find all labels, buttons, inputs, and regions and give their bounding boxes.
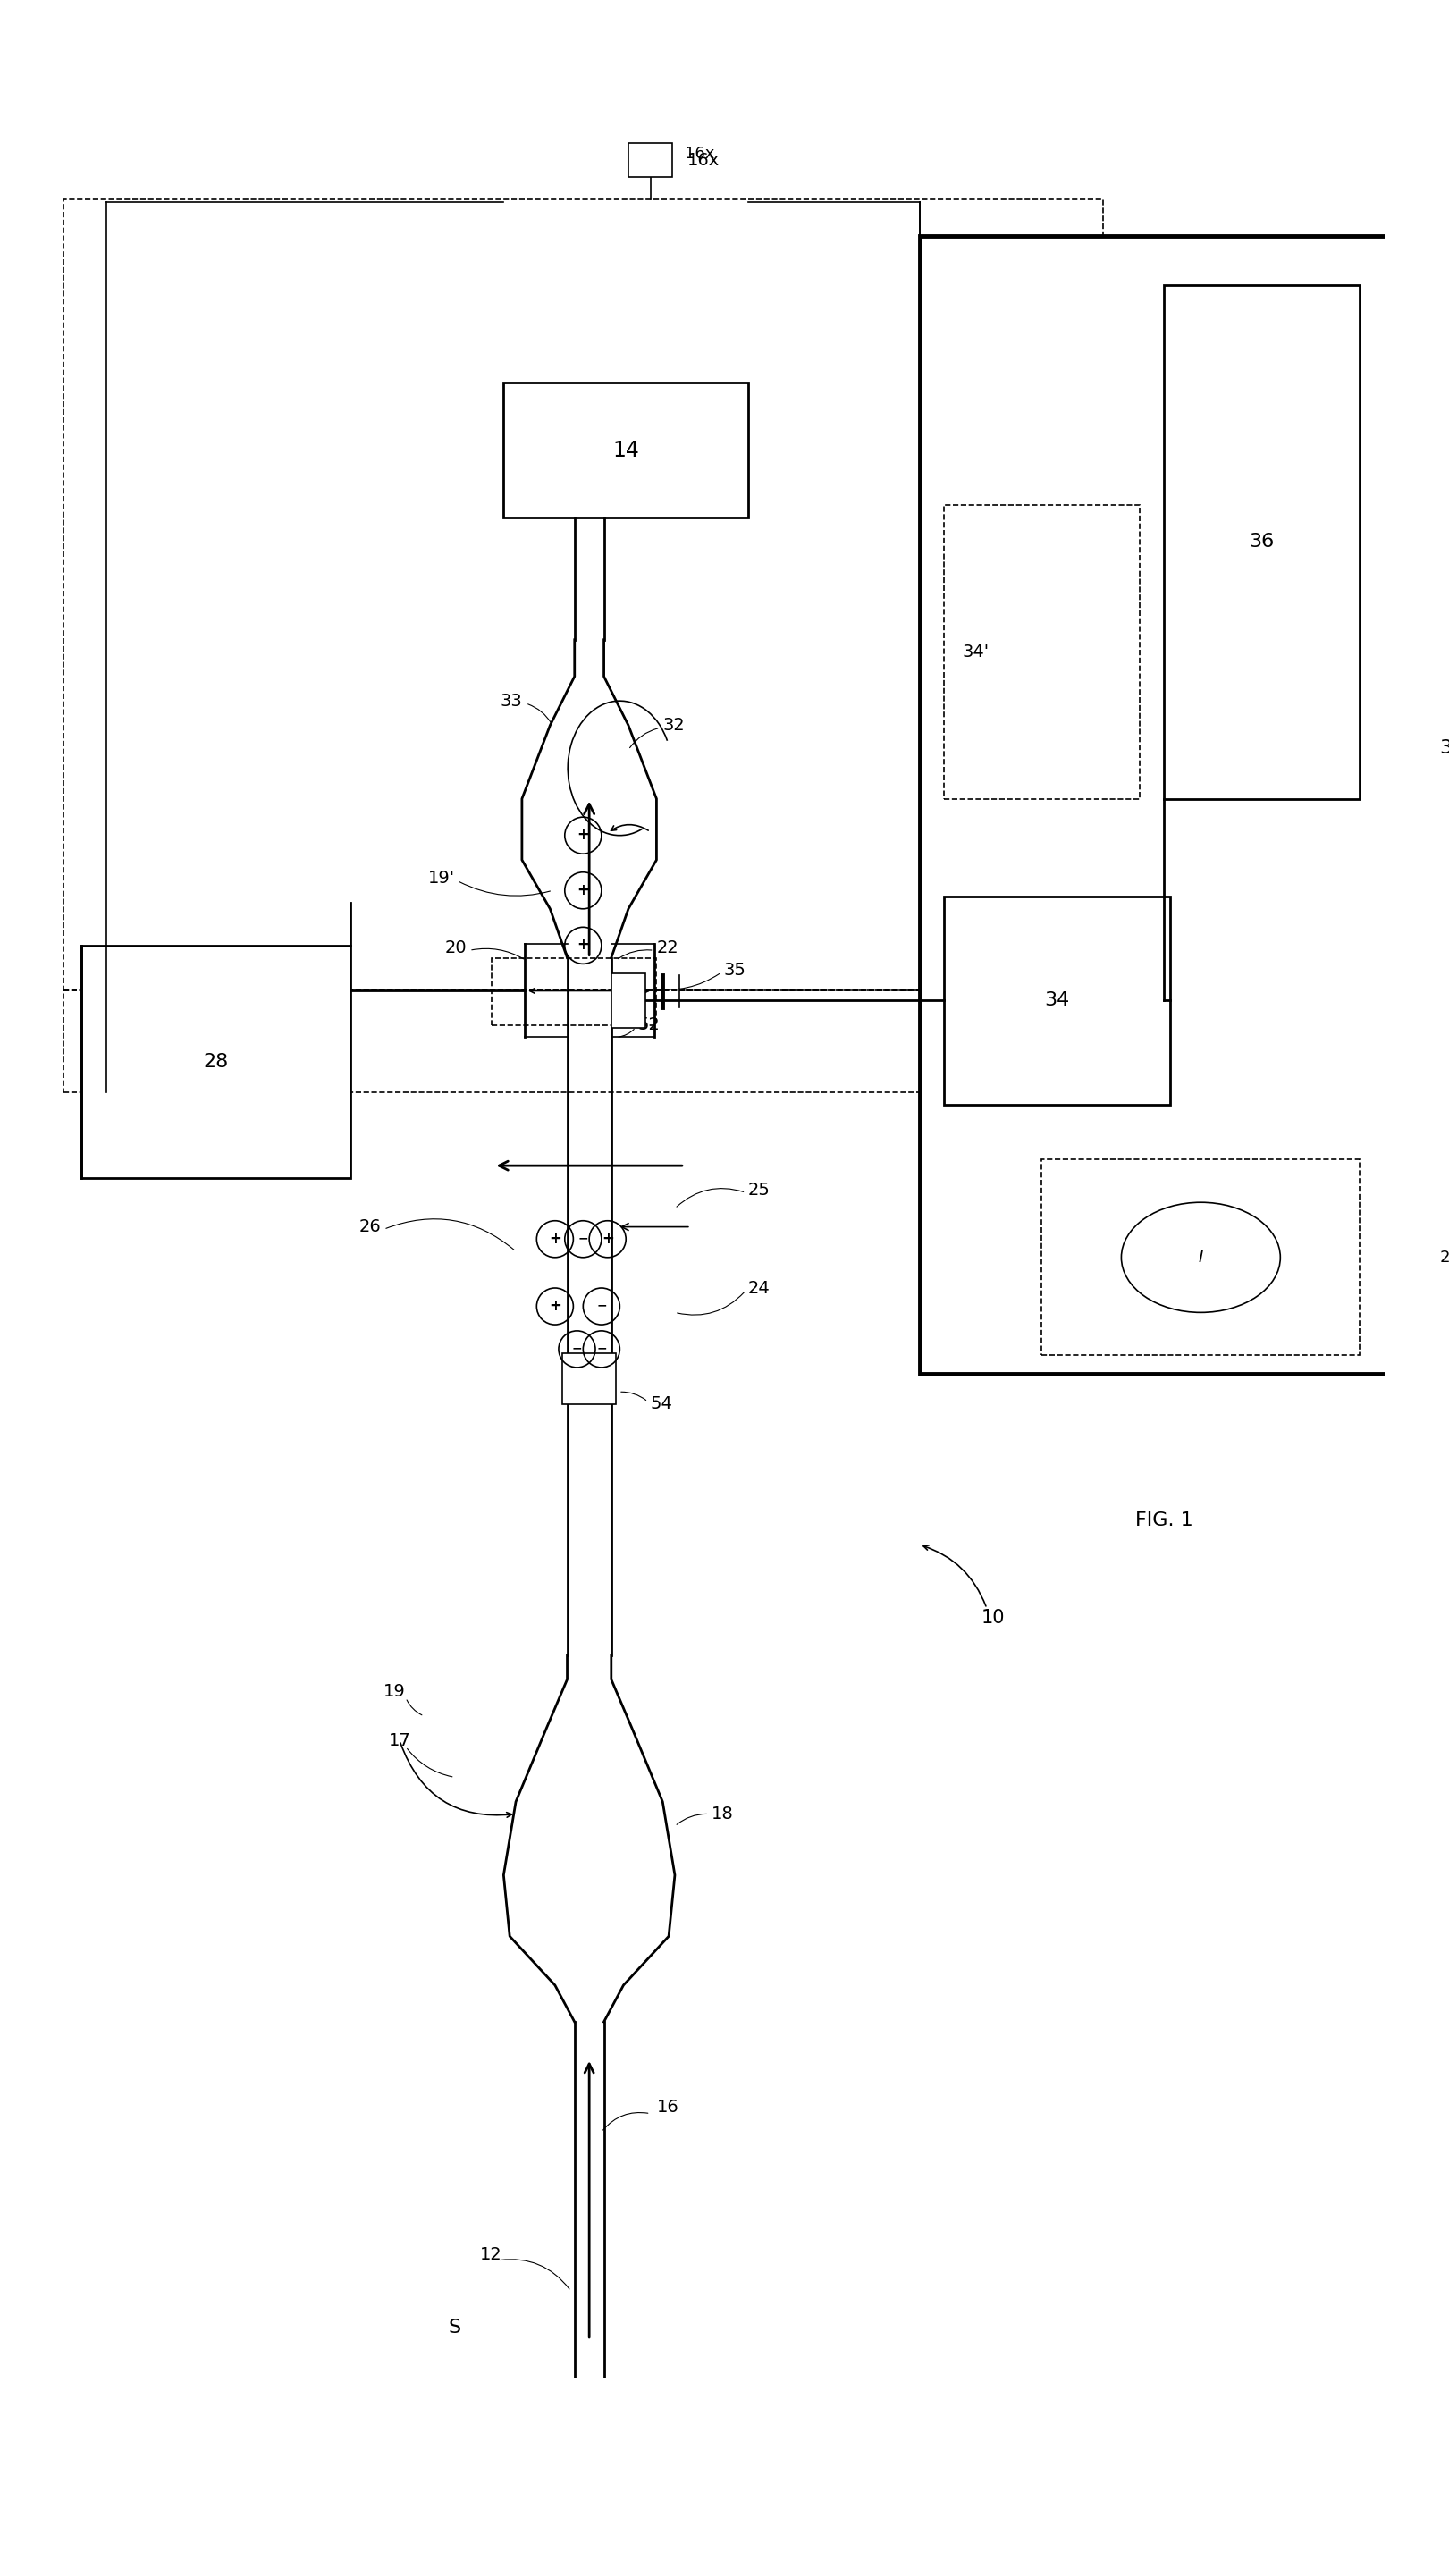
Text: +: + [549, 1298, 561, 1314]
Text: 34': 34' [962, 644, 990, 659]
Text: +: + [601, 1231, 614, 1247]
Text: 30: 30 [1439, 739, 1449, 757]
Text: 24: 24 [748, 1280, 771, 1296]
Bar [81, 945, 351, 1177]
Text: +: + [577, 938, 590, 953]
Text: 10: 10 [981, 1610, 1004, 1628]
Text: +: + [577, 827, 590, 842]
Bar [920, 237, 1397, 1373]
Text: 33: 33 [500, 693, 522, 708]
Bar [943, 505, 1140, 799]
Text: 52: 52 [638, 1018, 661, 1033]
Text: FIG. 1: FIG. 1 [1135, 1512, 1193, 1530]
Bar [1164, 286, 1359, 799]
Text: 20: 20 [445, 940, 467, 956]
Bar [1042, 1159, 1359, 1355]
Text: 32: 32 [662, 716, 685, 734]
Text: 16x: 16x [687, 152, 720, 170]
Text: 18: 18 [711, 1806, 733, 1821]
Bar [943, 896, 1171, 1105]
Text: 19: 19 [384, 1682, 406, 1700]
Bar [629, 144, 672, 178]
Text: −: − [578, 1231, 588, 1244]
Text: 22: 22 [656, 940, 678, 956]
Text: +: + [549, 1231, 561, 1247]
Text: −: − [572, 1342, 582, 1355]
Text: 36: 36 [1249, 533, 1275, 551]
Text: 28: 28 [203, 1054, 229, 1072]
Text: 17: 17 [388, 1731, 410, 1749]
Bar [64, 198, 1103, 1092]
Text: 54: 54 [651, 1396, 672, 1412]
Bar [562, 1352, 616, 1404]
Text: 34: 34 [1045, 992, 1069, 1010]
Text: −: − [596, 1298, 607, 1311]
Text: 35: 35 [723, 961, 746, 979]
Text: 16x: 16x [684, 147, 714, 162]
Text: I: I [1198, 1249, 1203, 1265]
Text: 12: 12 [480, 2246, 503, 2262]
Text: 29: 29 [1439, 1249, 1449, 1265]
Text: 26: 26 [359, 1218, 381, 1236]
Text: 19': 19' [427, 871, 455, 886]
Text: −: − [596, 1342, 607, 1355]
Bar [611, 974, 645, 1028]
Text: +: + [577, 881, 590, 899]
Text: 14: 14 [613, 440, 639, 461]
Text: S: S [448, 2318, 461, 2336]
Bar [491, 958, 656, 1025]
Bar [504, 384, 748, 518]
Text: 16: 16 [656, 2099, 678, 2115]
Text: 25: 25 [748, 1182, 771, 1198]
